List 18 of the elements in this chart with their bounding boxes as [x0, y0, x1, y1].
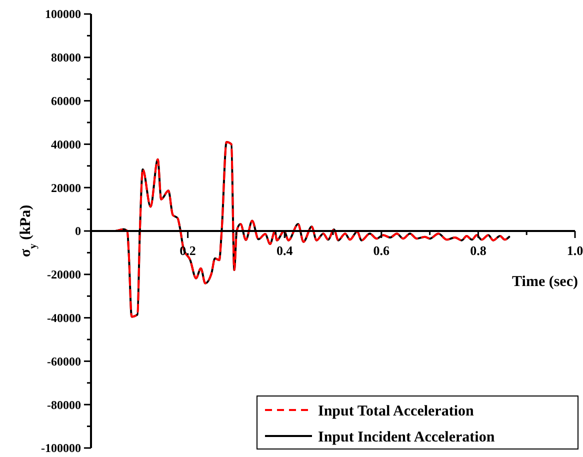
y-tick-label: 80000 — [51, 50, 81, 65]
legend-label: Input Incident Acceleration — [318, 429, 496, 446]
y-tick-label: 100000 — [45, 7, 81, 22]
y-tick-label: -80000 — [47, 398, 81, 412]
x-tick-label: 0.4 — [276, 243, 294, 258]
y-tick-label: -60000 — [47, 354, 81, 368]
x-axis-title: Time (sec) — [512, 274, 578, 290]
x-tick-label: 0.6 — [373, 243, 390, 258]
y-tick-label: -100000 — [41, 441, 81, 456]
y-tick-label: 0 — [75, 224, 81, 238]
y-tick-label: 40000 — [51, 137, 81, 152]
x-tick-label: 0.8 — [470, 243, 487, 258]
x-tick-label: 1.0 — [566, 243, 583, 258]
y-tick-label: 20000 — [51, 180, 81, 195]
y-tick-label: 60000 — [51, 94, 81, 108]
legend-label: Input Total Acceleration — [318, 403, 474, 420]
y-tick-label: -40000 — [47, 311, 81, 325]
y-tick-label: -20000 — [47, 268, 81, 282]
